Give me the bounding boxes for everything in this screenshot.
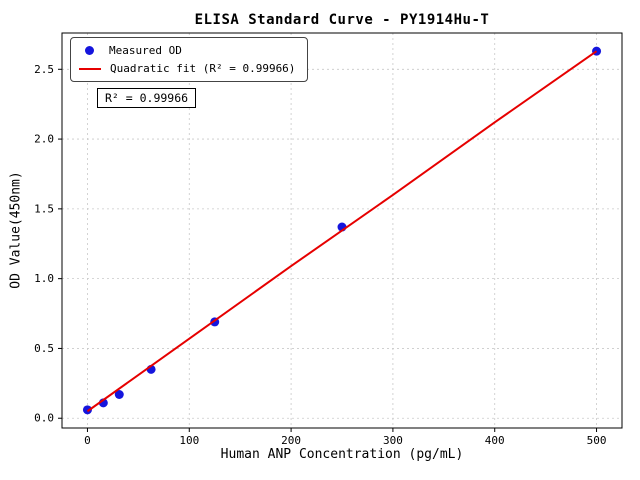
- y-tick-label: 1.5: [34, 202, 54, 215]
- data-point: [82, 405, 92, 415]
- y-tick-label: 0.5: [34, 342, 54, 355]
- legend-entry-measured-od: Measured OD: [79, 44, 295, 57]
- blue-dot-marker-icon: [85, 46, 94, 55]
- legend: Measured OD Quadratic fit (R² = 0.99966): [70, 37, 309, 82]
- legend-entry-quadratic-fit: Quadratic fit (R² = 0.99966): [79, 62, 295, 75]
- x-tick-label: 100: [179, 434, 199, 447]
- x-tick-label: 0: [84, 434, 91, 447]
- y-axis-label: OD Value(450nm): [8, 171, 24, 289]
- legend-label: Measured OD: [109, 44, 182, 57]
- x-axis-label: Human ANP Concentration (pg/mL): [220, 447, 464, 462]
- legend-label: Quadratic fit (R² = 0.99966): [110, 62, 296, 75]
- x-tick-label: 400: [485, 434, 505, 447]
- data-point: [114, 390, 124, 400]
- axes-frame: [61, 32, 623, 429]
- y-tick-label: 0.0: [34, 412, 54, 425]
- x-tick-label: 200: [281, 434, 301, 447]
- x-tick-label: 300: [383, 434, 403, 447]
- x-tick-label: 500: [587, 434, 607, 447]
- fit-line: [86, 50, 598, 413]
- y-tick-label: 2.0: [34, 133, 54, 146]
- chart-title: ELISA Standard Curve - PY1914Hu-T: [194, 12, 490, 28]
- red-line-marker-icon: [79, 67, 101, 70]
- r-squared-annotation: R² = 0.99966: [97, 88, 197, 108]
- y-tick-label: 1.0: [34, 272, 54, 285]
- y-tick-label: 2.5: [34, 63, 54, 76]
